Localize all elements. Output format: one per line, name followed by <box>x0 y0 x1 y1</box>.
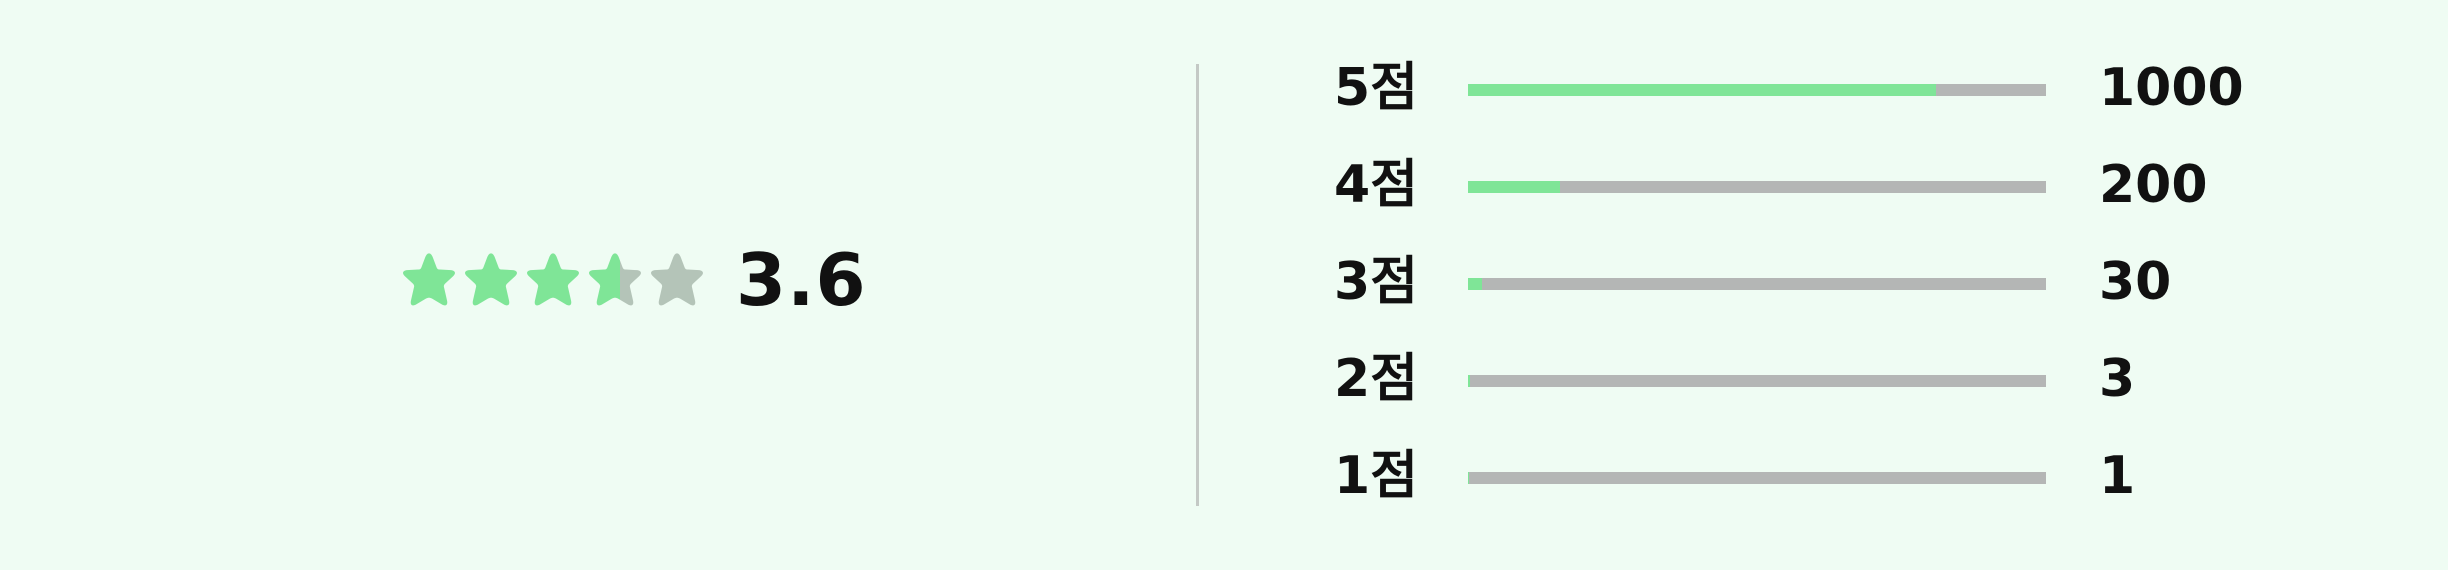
rating-row-count: 1000 <box>2099 58 2244 118</box>
rating-row-count: 1 <box>2099 446 2136 506</box>
divider <box>1196 64 1199 506</box>
average-rating: 3.6 <box>400 240 867 320</box>
rating-row-label: 2점 <box>1334 349 1419 409</box>
star-icon <box>403 253 455 306</box>
rating-bar-fill <box>1468 375 1470 387</box>
star-icon <box>527 253 579 306</box>
rating-row-count: 3 <box>2099 349 2136 409</box>
rating-bar-track <box>1468 375 2046 387</box>
star-icon <box>589 253 641 306</box>
rating-row-label: 1점 <box>1334 446 1419 506</box>
rating-row-label: 4점 <box>1334 155 1419 215</box>
rating-row-5: 5점 1000 <box>1334 58 2244 155</box>
rating-row-2: 2점 3 <box>1334 349 2234 446</box>
rating-row-4: 4점 200 <box>1334 155 2234 252</box>
rating-bar-fill <box>1468 278 1483 290</box>
rating-bar-fill <box>1468 181 1561 193</box>
star-icon <box>651 253 703 306</box>
rating-distribution: 5점 1000 4점 200 3점 30 2점 3 1점 1 <box>1334 58 2244 543</box>
rating-bar-track <box>1468 181 2046 193</box>
rating-row-label: 5점 <box>1334 58 1419 118</box>
rating-row-3: 3점 30 <box>1334 252 2234 349</box>
rating-row-count: 30 <box>2099 252 2172 312</box>
average-score: 3.6 <box>736 238 867 322</box>
rating-row-1: 1점 1 <box>1334 446 2234 543</box>
rating-row-label: 3점 <box>1334 252 1419 312</box>
rating-row-count: 200 <box>2099 155 2208 215</box>
rating-bar-fill <box>1468 472 1469 484</box>
rating-bar-track <box>1468 472 2046 484</box>
rating-bar-track <box>1468 84 2046 96</box>
star-rating <box>400 251 706 309</box>
rating-bar-fill <box>1468 84 1937 96</box>
star-icon <box>465 253 517 306</box>
rating-bar-track <box>1468 278 2046 290</box>
